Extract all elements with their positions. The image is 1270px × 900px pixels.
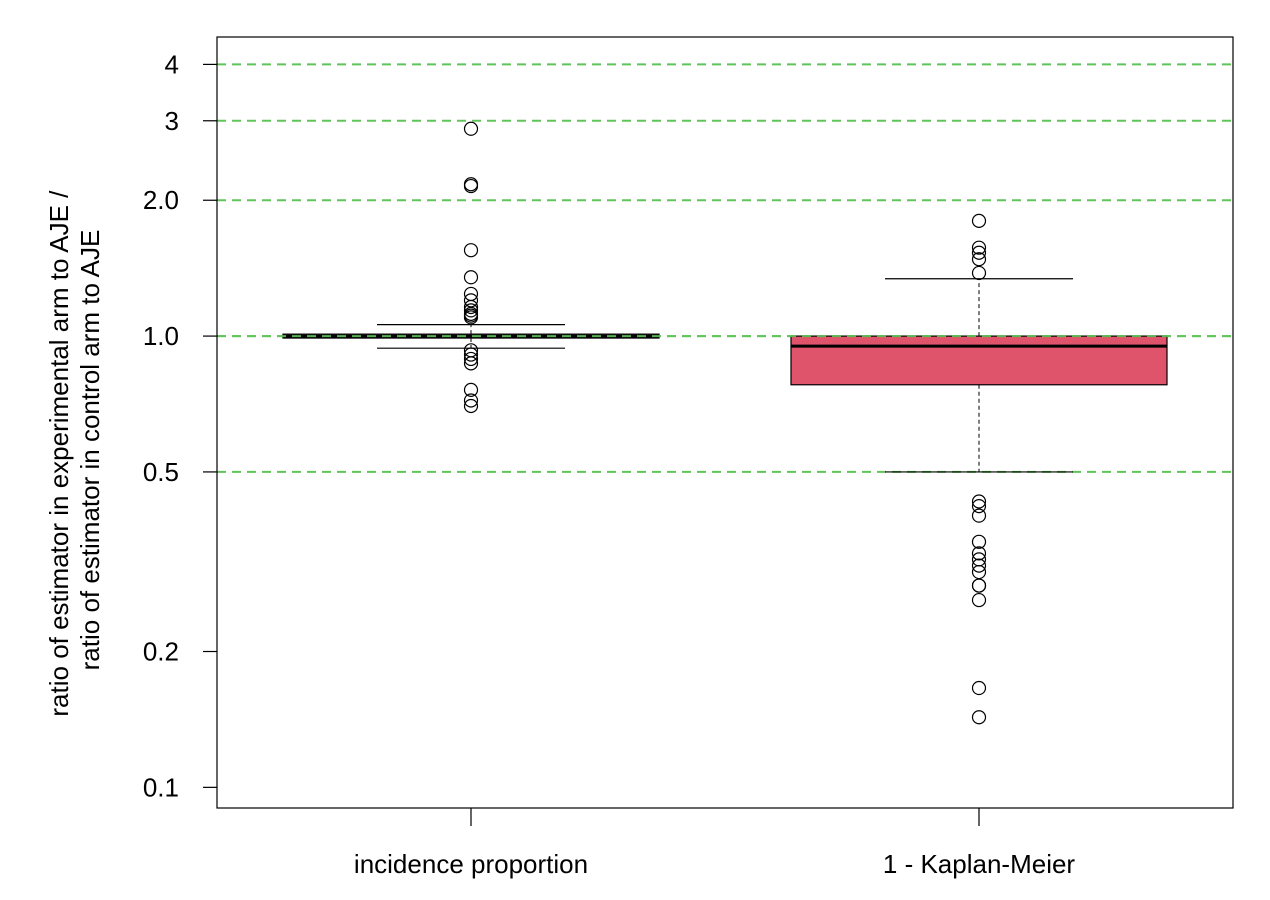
outlier-point xyxy=(463,121,479,136)
box-group xyxy=(282,121,660,414)
x-axis: incidence proportion 1 - Kaplan-Meier xyxy=(354,808,1076,879)
outlier-point xyxy=(971,680,987,696)
outlier-point xyxy=(971,213,987,228)
outlier-point xyxy=(971,578,987,593)
outlier-point xyxy=(463,310,479,325)
y-tick-label: 3 xyxy=(165,106,179,136)
outlier-point xyxy=(971,498,987,514)
x-tick-label: incidence proportion xyxy=(354,849,588,879)
y-axis-title-line-2: ratio of estimator in control arm to AJE xyxy=(75,230,105,671)
outlier-point xyxy=(463,243,479,258)
outlier-point xyxy=(463,393,479,408)
y-axis: 0.1 0.2 0.5 1.0 2.0 3 4 xyxy=(143,49,217,802)
outlier-point xyxy=(463,299,479,315)
outlier-point xyxy=(463,303,479,318)
boxes-layer xyxy=(217,121,1233,725)
x-tick-label: 1 - Kaplan-Meier xyxy=(883,849,1076,879)
outlier-point xyxy=(463,382,479,397)
outlier-point xyxy=(463,356,479,371)
outlier-point xyxy=(463,351,479,367)
reference-lines xyxy=(217,63,1233,473)
outlier-point xyxy=(971,508,987,523)
box-group xyxy=(790,213,1168,725)
y-axis-title: ratio of estimator in experimental arm t… xyxy=(44,183,105,716)
outlier-point xyxy=(971,252,987,267)
y-tick-label: 0.2 xyxy=(143,637,179,667)
y-tick-label: 4 xyxy=(165,49,179,79)
outlier-point xyxy=(971,265,987,281)
y-tick-label: 0.5 xyxy=(143,457,179,487)
outlier-point xyxy=(971,592,987,608)
outlier-point xyxy=(463,398,479,414)
outlier-point xyxy=(971,546,987,561)
outlier-point xyxy=(971,558,987,573)
outlier-point xyxy=(971,240,987,255)
y-tick-label: 0.1 xyxy=(143,772,179,802)
outlier-point xyxy=(971,710,987,725)
outlier-point xyxy=(971,494,987,509)
y-axis-title-line-1: ratio of estimator in experimental arm t… xyxy=(44,190,74,717)
y-tick-label: 2.0 xyxy=(143,185,179,215)
plot-frame xyxy=(216,36,1234,809)
y-tick-label: 1.0 xyxy=(143,321,179,351)
outlier-point xyxy=(463,270,479,285)
outlier-point xyxy=(971,245,987,260)
outlier-point xyxy=(463,178,479,194)
outlier-point xyxy=(463,347,479,362)
outlier-point xyxy=(971,534,987,549)
box-iqr xyxy=(790,335,1168,386)
